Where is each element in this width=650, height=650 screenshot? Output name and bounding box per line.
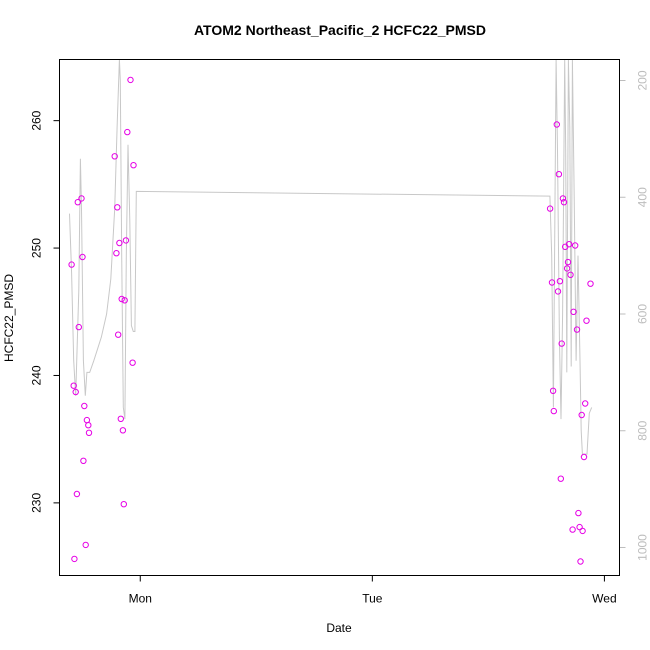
data-point <box>83 416 91 424</box>
data-point <box>569 526 576 533</box>
data-point <box>111 153 118 160</box>
y-tick-label: 260 <box>30 110 44 130</box>
data-point <box>113 250 120 257</box>
data-point <box>582 400 589 407</box>
data-point <box>130 162 137 169</box>
data-point <box>560 199 568 206</box>
data-point <box>558 340 565 347</box>
line-series-layer <box>69 59 593 455</box>
data-point <box>553 121 560 128</box>
data-point <box>120 501 128 508</box>
data-point <box>81 402 88 410</box>
data-point <box>579 527 586 535</box>
data-point <box>129 359 136 366</box>
data-point <box>575 509 582 517</box>
data-point <box>114 204 121 211</box>
data-point <box>550 407 557 415</box>
x-tick-label: Mon <box>129 592 152 606</box>
data-point <box>71 555 78 563</box>
chart-title: ATOM2 Northeast_Pacific_2 HCFC22_PMSD <box>194 22 486 38</box>
series-line <box>69 59 593 455</box>
data-point <box>583 317 590 324</box>
data-point <box>546 205 554 212</box>
right-axis-tick-label: 1000 <box>636 534 650 561</box>
data-point <box>80 457 87 464</box>
x-tick-label: Wed <box>592 592 616 606</box>
data-point <box>563 265 571 272</box>
data-point <box>68 261 75 268</box>
data-point <box>572 242 579 249</box>
data-point <box>74 199 82 206</box>
data-point <box>117 415 125 422</box>
data-point <box>121 297 128 304</box>
data-point <box>124 128 131 136</box>
data-point <box>549 387 557 394</box>
data-point <box>580 453 588 461</box>
x-tick-label: Tue <box>362 592 383 606</box>
right-axis-tick-label: 600 <box>636 304 650 324</box>
y-tick-label: 250 <box>30 238 44 258</box>
data-point <box>570 308 577 315</box>
data-point <box>122 237 130 244</box>
data-point <box>556 278 564 285</box>
data-point <box>75 323 83 331</box>
data-point <box>587 280 594 287</box>
y-tick-label: 240 <box>30 365 44 385</box>
data-point <box>70 382 77 389</box>
point-series-layer <box>68 76 594 565</box>
y-tick-label: 230 <box>30 493 44 513</box>
data-point <box>567 271 574 278</box>
data-point <box>115 331 122 338</box>
data-point <box>565 241 573 248</box>
right-axis-tick-label: 800 <box>636 420 650 440</box>
x-axis-label: Date <box>326 621 352 635</box>
data-point <box>118 295 125 303</box>
data-point <box>577 558 584 565</box>
plot-frame <box>59 59 620 576</box>
data-point <box>82 541 89 549</box>
data-point <box>559 195 567 202</box>
data-point <box>85 429 93 436</box>
data-point <box>573 326 581 333</box>
axes-layer: Mon Tue Wed 230 240 250 260 200 400 600 800 1000 <box>30 70 650 605</box>
data-point <box>564 258 572 266</box>
data-point <box>554 288 562 295</box>
y-axis-label: HCFC22_PMSD <box>2 274 16 362</box>
data-point <box>79 253 86 261</box>
data-point <box>116 239 123 247</box>
data-point <box>555 171 563 178</box>
data-point <box>548 279 556 286</box>
right-axis-tick-label: 400 <box>636 187 650 207</box>
data-point <box>85 422 92 429</box>
data-point <box>78 195 85 202</box>
data-point <box>72 388 79 396</box>
data-point <box>127 76 134 84</box>
data-point <box>119 427 127 434</box>
right-axis-tick-label: 200 <box>636 70 650 90</box>
data-point <box>578 411 585 419</box>
data-point <box>73 490 81 498</box>
data-point <box>557 475 564 482</box>
